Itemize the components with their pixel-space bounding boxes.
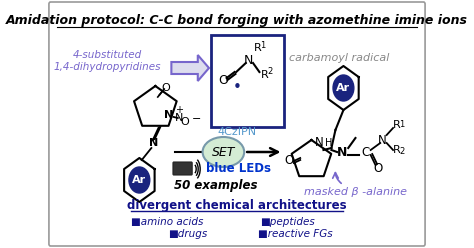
Text: O: O	[284, 155, 294, 167]
Circle shape	[129, 167, 150, 193]
Text: O: O	[181, 117, 189, 127]
Text: +: +	[174, 105, 182, 115]
Text: N: N	[315, 136, 324, 150]
Text: ■amino acids: ■amino acids	[131, 217, 203, 227]
Text: •: •	[233, 80, 241, 94]
Text: 50 examples: 50 examples	[173, 180, 257, 192]
Text: 1: 1	[400, 120, 405, 129]
Text: masked β -alanine: masked β -alanine	[304, 187, 407, 197]
FancyBboxPatch shape	[49, 2, 425, 246]
Text: N: N	[164, 110, 173, 120]
Text: −: −	[191, 114, 201, 124]
Text: Ar: Ar	[337, 83, 350, 93]
Text: O: O	[161, 83, 170, 93]
Ellipse shape	[202, 137, 244, 167]
Text: Amidation protocol: C-C bond forging with azomethine imine ions: Amidation protocol: C-C bond forging wit…	[6, 14, 468, 27]
Text: 2: 2	[267, 67, 273, 76]
Text: O: O	[219, 73, 228, 87]
Text: 4-substituted
1,4-dihydropyridines: 4-substituted 1,4-dihydropyridines	[54, 50, 161, 72]
Text: R: R	[254, 43, 262, 53]
Text: R: R	[393, 145, 401, 155]
Text: blue LEDs: blue LEDs	[206, 162, 271, 176]
Text: O: O	[373, 161, 383, 175]
Text: N: N	[175, 113, 183, 123]
FancyBboxPatch shape	[173, 162, 192, 175]
Text: 4CzIPN: 4CzIPN	[218, 127, 256, 137]
Text: R: R	[393, 120, 401, 130]
Text: H: H	[325, 138, 332, 148]
Text: N: N	[337, 146, 347, 158]
Text: SET: SET	[212, 146, 235, 158]
Text: ■peptides: ■peptides	[260, 217, 315, 227]
Text: carbamoyl radical: carbamoyl radical	[289, 53, 390, 63]
Text: ■reactive FGs: ■reactive FGs	[258, 229, 333, 239]
FancyBboxPatch shape	[210, 35, 284, 127]
Text: 2: 2	[400, 147, 405, 156]
Text: C: C	[362, 147, 370, 159]
Circle shape	[333, 75, 354, 101]
Polygon shape	[172, 55, 209, 81]
Text: N: N	[149, 138, 158, 148]
Text: N: N	[377, 133, 386, 147]
Text: 1: 1	[260, 40, 265, 50]
Text: R: R	[261, 70, 269, 80]
Text: Ar: Ar	[132, 175, 146, 185]
Text: divergent chemical architectures: divergent chemical architectures	[127, 198, 347, 212]
Text: ■drugs: ■drugs	[168, 229, 207, 239]
Text: N: N	[244, 54, 253, 66]
